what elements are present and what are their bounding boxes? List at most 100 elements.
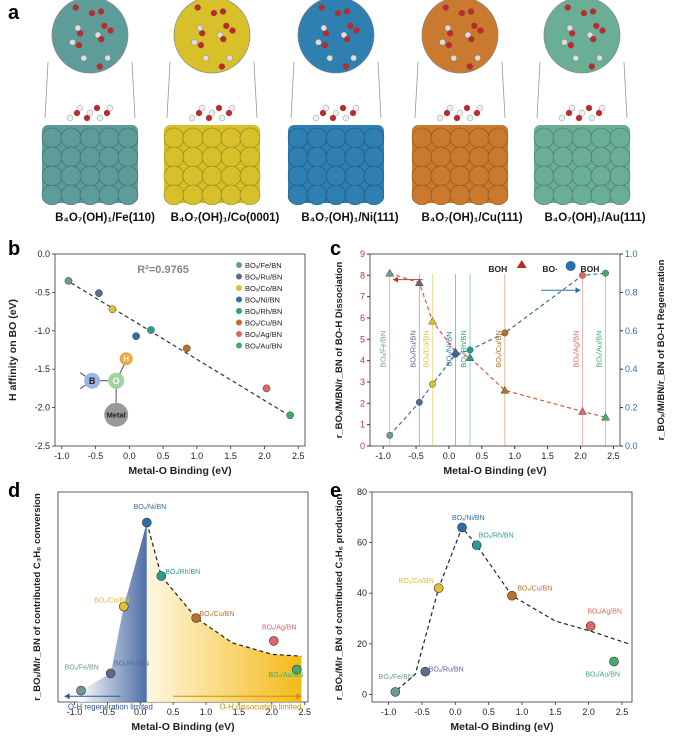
atom [566, 24, 574, 32]
regeneration-point-0 [385, 268, 395, 277]
x-axis-title: Metal-O Binding (eV) [128, 465, 231, 477]
atom [564, 4, 571, 11]
plot-frame [369, 253, 621, 447]
atom [202, 55, 209, 62]
metal-atom [163, 165, 185, 187]
metal-atom [487, 165, 509, 187]
atom-metal [104, 402, 129, 427]
legend-boh-2: BOH [581, 264, 600, 274]
metal-atom [449, 127, 471, 149]
metal-atom [201, 146, 223, 168]
atom [466, 63, 474, 70]
atom [466, 114, 474, 122]
x-tick-label: 2.5 [607, 451, 620, 461]
metal-atom [220, 146, 242, 168]
zoom-line [131, 61, 136, 119]
y-right-tick-label: 0.0 [625, 441, 638, 451]
regeneration-limited-region [77, 522, 147, 702]
atom [569, 30, 576, 37]
atom [456, 109, 464, 117]
zoom-line [536, 61, 541, 119]
metal-atom [449, 146, 471, 168]
metal-atom [590, 146, 612, 168]
y-left-tick-label: 7 [360, 292, 365, 302]
atom [349, 109, 357, 117]
metal-atom [287, 165, 309, 187]
structure-label-cu: B₄O₇(OH)₁/Cu(111) [421, 212, 523, 224]
y-tick-label: -2.5 [34, 441, 50, 451]
atom [343, 8, 351, 15]
legend-entry-2: BOₓ/Co/BN [245, 284, 282, 293]
catalyst-label-6: BOₓ/Ag/BN [572, 330, 581, 367]
zoom-view [173, 0, 251, 74]
metal-atom [220, 184, 242, 205]
x-tick-label: -1.0 [381, 707, 397, 717]
zoom-line [290, 61, 295, 119]
data-point-2 [118, 601, 129, 612]
y-tick-label: -2.0 [34, 403, 50, 413]
atom [446, 104, 454, 112]
y-tick-label: -1.5 [34, 364, 50, 374]
panel-letter-e: e [330, 480, 342, 502]
atom [323, 30, 330, 37]
metal-atom [98, 127, 120, 149]
atom [106, 104, 114, 112]
y-left-tick-label: 3 [360, 377, 365, 387]
atom-o [108, 372, 125, 389]
atom [436, 114, 444, 122]
atom [80, 55, 87, 62]
catalyst-label-1: BOₓ/Ru/BN [408, 330, 417, 367]
atom [76, 104, 84, 112]
metal-atom [571, 146, 593, 168]
metal-atom [98, 165, 120, 187]
catalyst-label-2: BOₓ/Co/BN [422, 330, 431, 367]
metal-atom [98, 184, 120, 205]
atom [197, 41, 205, 49]
metal-atom [609, 165, 631, 187]
structure-2 [287, 0, 385, 205]
x-tick-label: 1.5 [233, 707, 246, 717]
x-tick-label: 2.5 [298, 707, 311, 717]
legend-boh: BOH [488, 264, 507, 274]
point-label-1: BOₓ/Ru/BN [114, 661, 149, 668]
catalyst-label-3: BOₓ/Ni/BN [445, 332, 454, 367]
atom [326, 55, 333, 62]
atom [83, 114, 91, 122]
atom [228, 104, 236, 112]
atom [208, 109, 216, 117]
metal-atom [41, 184, 63, 205]
metal-slab [411, 125, 509, 205]
regeneration-point-1 [414, 278, 424, 286]
x-tick-label: 0.0 [443, 451, 456, 461]
structure-label-ni: B₄O₇(OH)₁/Ni(111) [301, 212, 399, 224]
zoom-view [297, 0, 375, 74]
region-label-left: O-H regeneration limited [68, 702, 153, 711]
metal-atom [487, 146, 509, 168]
atom [445, 41, 453, 49]
atom [580, 9, 588, 17]
legend-entry-0: BOₓ/Fe/BN [245, 261, 282, 270]
atom [93, 104, 101, 112]
data-point-1 [105, 668, 116, 679]
metal-atom [590, 184, 612, 205]
metal-atom [533, 146, 555, 168]
x-tick-label: -0.5 [88, 451, 104, 461]
metal-atom [363, 146, 385, 168]
atom [69, 39, 76, 46]
y-left-tick-label: 8 [360, 270, 365, 280]
atom [107, 27, 114, 34]
y-tick-label: -0.5 [34, 287, 50, 297]
metal-atom [363, 184, 385, 205]
data-point-1 [420, 666, 431, 677]
atom [447, 30, 454, 37]
metal-atom [533, 165, 555, 187]
atom [94, 31, 102, 39]
trend-curve [146, 522, 302, 657]
regeneration-curve [389, 272, 606, 418]
atom [329, 114, 337, 122]
data-point-3 [142, 517, 152, 528]
metal-atom [590, 165, 612, 187]
zoom-line [414, 61, 419, 119]
atom [88, 9, 96, 17]
point-label-0: BOₓ/Fe/BN [379, 674, 413, 681]
